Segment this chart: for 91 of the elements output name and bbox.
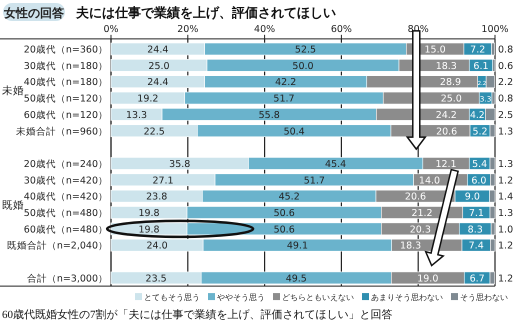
legend-label: とてもそう思う — [144, 293, 200, 302]
data-label: 7.2 — [470, 44, 486, 56]
data-label: 49.1 — [286, 240, 308, 252]
y-tick-label: 20歳代（n=240） — [24, 158, 108, 170]
data-label: 4.2 — [470, 110, 485, 121]
data-label: 0.6 — [498, 60, 514, 72]
x-tick-label: 60% — [330, 24, 352, 35]
data-label: 2.5 — [498, 110, 514, 121]
x-tick-label: 40% — [254, 24, 276, 35]
data-label: 1.4 — [498, 192, 514, 203]
text: 既婚 — [2, 199, 24, 212]
data-label: 20.3 — [410, 224, 431, 236]
data-label: 13.3 — [126, 110, 148, 121]
y-tick-label: 50歳代（n=480） — [24, 207, 108, 219]
data-label: 21.2 — [411, 208, 433, 219]
data-label: 50.6 — [274, 224, 295, 236]
data-label: 28.9 — [440, 77, 462, 88]
data-label: 45.4 — [325, 158, 346, 170]
y-tick-label: 30歳代（n=420） — [24, 174, 108, 186]
legend-label: あまりそう思わない — [371, 293, 443, 302]
data-label: 51.7 — [304, 175, 325, 186]
legend-label: そう思わない — [460, 293, 508, 302]
chart-subtitle: 女性の回答 — [3, 6, 65, 20]
data-label: 25.0 — [440, 94, 462, 105]
data-label: 42.2 — [275, 77, 296, 88]
text: 60歳代既婚女性の7割が「夫には仕事で業績を上げ、評価されてほしい」と回答 — [2, 308, 392, 321]
data-label: 19.0 — [417, 273, 438, 284]
data-label: 12.1 — [435, 158, 457, 170]
legend-label: ややそう思う — [217, 293, 265, 302]
chart-title: 夫には仕事で業績を上げ、評価されてほしい — [75, 5, 336, 20]
legend-label: どちらともいえない — [282, 293, 354, 302]
data-label: 24.4 — [147, 77, 168, 88]
x-tick-label: 100% — [481, 24, 509, 35]
data-label: 5.4 — [472, 158, 488, 170]
data-label: 1.3 — [498, 126, 514, 138]
data-label: 55.8 — [258, 110, 280, 121]
data-label: 19.8 — [138, 224, 160, 236]
data-label: 52.5 — [294, 44, 316, 56]
data-label: 2.2 — [498, 77, 514, 88]
data-label: 27.1 — [152, 175, 174, 186]
data-label: 19.8 — [138, 208, 160, 219]
data-label: 6.1 — [473, 60, 489, 72]
data-label: 9.0 — [464, 192, 480, 203]
data-label: 24.2 — [436, 110, 457, 121]
data-label: 19.2 — [137, 94, 158, 105]
data-label: 1.3 — [498, 158, 514, 170]
data-label: 45.2 — [278, 192, 300, 203]
y-tick-label: 既婚合計（n=2,040） — [6, 240, 108, 252]
y-tick-label: 60歳代（n=120） — [24, 108, 108, 121]
data-label: 50.6 — [274, 208, 295, 219]
data-label: 1.2 — [498, 175, 514, 186]
data-label: 1.0 — [498, 224, 514, 236]
data-label: 22.5 — [144, 126, 165, 138]
data-label: 23.8 — [146, 192, 168, 203]
data-label: 24.0 — [146, 240, 168, 252]
data-label: 1.2 — [498, 240, 514, 252]
y-tick-label: 30歳代（n=180） — [24, 60, 108, 72]
y-tick-label: 50歳代（n=120） — [24, 92, 108, 105]
data-label: 20.6 — [436, 126, 458, 138]
data-label: 5.2 — [472, 126, 488, 138]
y-tick-label: 40歳代（n=420） — [24, 190, 108, 203]
data-label: 7.4 — [468, 240, 484, 252]
data-label: 18.3 — [400, 240, 422, 252]
data-label: 15.0 — [424, 44, 446, 56]
x-tick-label: 0% — [103, 24, 119, 35]
y-tick-label: 60歳代（n=480） — [24, 223, 108, 236]
data-label: 7.1 — [468, 208, 484, 219]
y-tick-label: 未婚合計（n=960） — [16, 125, 108, 138]
data-label: 18.3 — [436, 60, 457, 72]
data-label: 23.5 — [146, 273, 167, 284]
data-label: 0.8 — [498, 94, 514, 105]
data-label: 1.2 — [498, 273, 514, 284]
data-label: 50.4 — [284, 126, 305, 138]
data-label: 25.0 — [148, 60, 170, 72]
data-label: 20.6 — [404, 192, 426, 203]
data-label: 6.7 — [470, 273, 485, 284]
data-label: 35.8 — [169, 158, 190, 170]
data-label: 51.7 — [273, 94, 295, 105]
data-label: 24.4 — [147, 44, 168, 56]
text: 未婚 — [2, 84, 24, 97]
data-label: 50.0 — [292, 60, 314, 72]
data-label: 14.0 — [418, 175, 440, 186]
x-tick-label: 20% — [177, 24, 198, 35]
y-tick-label: 40歳代（n=180） — [24, 76, 108, 88]
data-label: 0.8 — [498, 44, 514, 56]
y-tick-label: 合計（n=3,000） — [26, 272, 108, 284]
data-label: 49.5 — [286, 273, 307, 284]
data-label: 8.3 — [468, 224, 483, 236]
data-label: 1.3 — [498, 208, 514, 219]
y-tick-label: 20歳代（n=360） — [24, 44, 108, 56]
data-label: 6.0 — [471, 175, 486, 186]
